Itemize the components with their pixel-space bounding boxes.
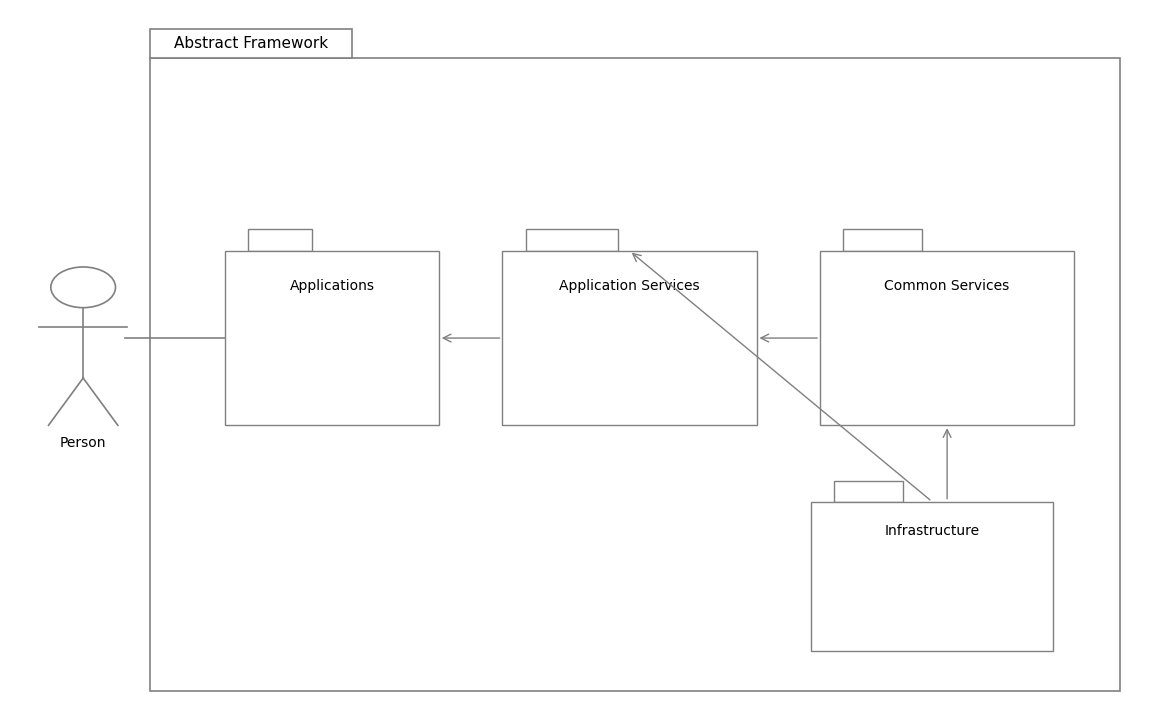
Bar (225, 251, 439, 425)
Text: Common Services: Common Services (885, 278, 1009, 293)
Bar (150, 29, 352, 58)
Bar (811, 502, 1053, 651)
Bar (834, 481, 903, 502)
Bar (526, 229, 618, 251)
Bar (150, 58, 1120, 691)
Text: Infrastructure: Infrastructure (885, 524, 979, 539)
Bar (502, 251, 757, 425)
Bar (843, 229, 922, 251)
Bar (248, 229, 312, 251)
Text: Application Services: Application Services (559, 278, 700, 293)
Text: Applications: Applications (290, 278, 374, 293)
Bar (820, 251, 1074, 425)
Text: Person: Person (60, 436, 106, 451)
Text: Abstract Framework: Abstract Framework (174, 36, 328, 51)
